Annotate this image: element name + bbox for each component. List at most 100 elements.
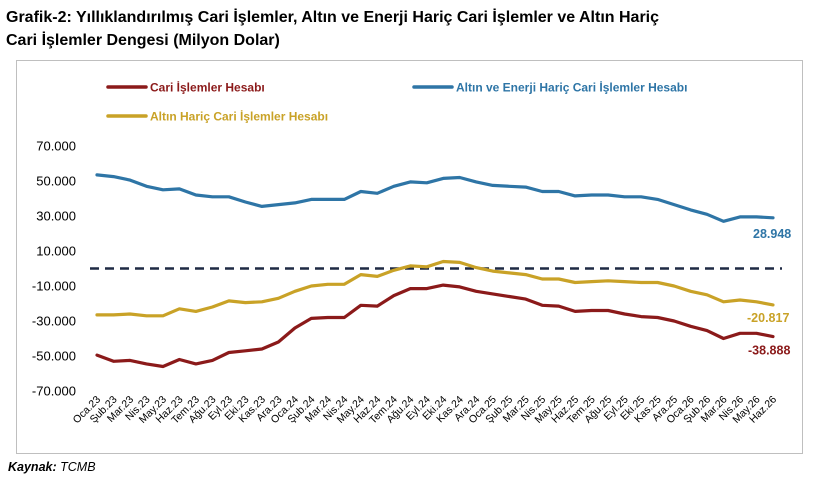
series-1-point [607,309,609,312]
series-1-point [310,317,312,319]
series-1-point [343,316,345,319]
series-3-point [294,290,296,292]
series-3-point [689,290,692,292]
series-3-point [673,285,675,287]
source-label: Kaynak: [8,460,57,474]
series-2-point [558,190,560,193]
series-1-point [492,293,494,295]
series-2-point [162,189,164,191]
series-1-point [656,316,659,319]
series-1-point [393,295,395,297]
series-3-point [739,299,741,301]
series-2-point [475,181,477,183]
series-1-point [558,305,560,307]
y-tick-label: 10.000 [36,244,76,259]
series-1-line [95,283,775,369]
legend-label-2: Altın ve Enerji Hariç Cari İşlemler Hesa… [456,80,687,95]
series-1-point [145,363,148,365]
series-2-point [624,196,626,198]
series-3-point [607,280,609,282]
series-2-point [360,190,362,193]
series-2-point [541,190,543,193]
series-1-point [722,337,725,340]
series-3-point [211,306,214,308]
series-3-point [145,315,148,317]
series-1-point [525,298,527,300]
series-1-point [508,295,510,298]
y-tick-label: -30.000 [32,314,76,329]
series-3-point [475,267,477,269]
series-2-point [145,185,148,187]
series-2-end-label: 28.948 [753,227,791,241]
series-3-point [640,281,642,284]
series-2-point [689,209,692,211]
chart-title: Grafik-2: Yıllıklandırılmış Cari İşlemle… [6,6,806,52]
series-1-point [211,359,214,361]
series-2-point [393,185,395,187]
series-3-point [508,272,510,274]
series-2-point [376,192,378,194]
series-1-point [640,316,642,318]
series-2-point [277,204,279,206]
series-2-point [459,176,461,179]
series-2-point [228,196,230,198]
series-2-point [442,177,444,179]
series-3-point [228,300,230,302]
series-2-point [343,198,345,200]
series-1-point [112,360,115,362]
series-3-point [541,278,543,280]
series-3-point [129,313,131,315]
series-2-point [310,198,312,200]
series-3-point [624,281,626,283]
series-1-point [409,288,411,290]
series-3-point [706,294,708,296]
series-2-point [772,217,774,219]
series-1-point [442,284,444,286]
series-3-point [459,261,461,263]
series-3-point [310,285,312,287]
series-1-point [294,327,296,329]
series-1-point [739,332,741,334]
source-value: TCMB [60,460,96,474]
series-2-point [244,201,246,203]
series-3-point [442,260,444,263]
series-2-point [525,186,527,188]
y-tick-label: -70.000 [32,384,76,399]
legend-label-3: Altın Hariç Cari İşlemler Hesabı [150,109,328,124]
series-2-point [211,196,214,198]
series-1-point [574,310,576,312]
series-1-point [129,359,131,361]
series-2-point [508,185,510,187]
series-1-point [475,290,477,292]
series-3-point [656,281,659,284]
series-3-point [277,297,279,299]
series-2-point [673,204,675,206]
y-tick-label: 50.000 [36,174,76,189]
series-3-point [591,281,593,283]
series-1-point [689,325,692,327]
series-3-point [376,275,378,277]
series-1-point [624,313,626,315]
series-1-point [541,304,543,306]
series-3-point [772,304,774,306]
series-2-point [755,216,758,218]
series-2-point [327,198,329,200]
series-2-point [261,205,263,207]
series-2-point [722,220,725,222]
series-1-point [426,288,428,290]
series-2-point [129,179,131,181]
legend-label-1: Cari İşlemler Hesabı [150,80,265,95]
series-1-point [228,351,230,354]
series-3-point [360,274,362,276]
series-3-point [525,274,527,276]
series-2-point [492,184,494,186]
series-2-point [591,194,593,196]
series-3-point [162,315,164,317]
series-2-point [96,174,98,176]
series-1-end-label: -38.888 [748,344,790,358]
series-1-point [244,350,246,352]
series-2-point [656,198,659,200]
series-3-point [195,310,197,312]
series-2-point [294,202,296,204]
